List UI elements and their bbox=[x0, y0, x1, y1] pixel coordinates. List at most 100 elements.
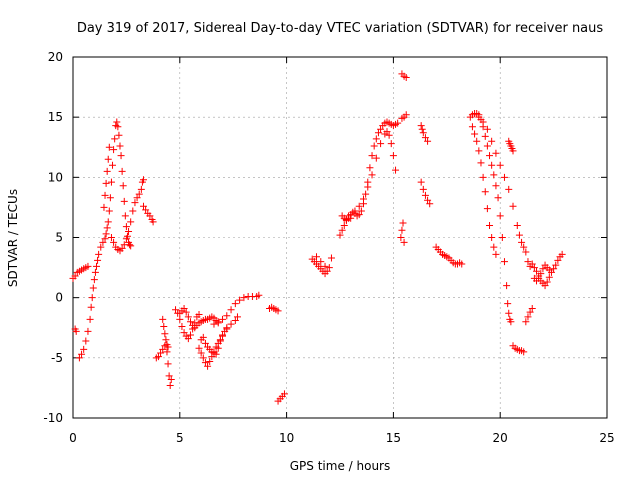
data-point bbox=[364, 183, 372, 191]
data-series bbox=[195, 324, 231, 370]
data-point bbox=[336, 231, 344, 239]
data-point bbox=[105, 207, 113, 215]
data-point bbox=[541, 282, 549, 290]
data-point bbox=[498, 234, 506, 241]
data-point bbox=[139, 202, 147, 210]
data-point bbox=[159, 345, 167, 353]
data-point bbox=[317, 258, 325, 266]
data-point bbox=[107, 178, 115, 186]
data-point bbox=[357, 207, 365, 215]
data-point bbox=[162, 336, 170, 344]
data-point bbox=[418, 125, 426, 133]
data-point bbox=[366, 164, 374, 172]
data-point bbox=[97, 243, 105, 251]
data-point bbox=[400, 238, 408, 246]
data-point bbox=[135, 190, 143, 198]
x-tick-label: 0 bbox=[69, 431, 77, 445]
data-point bbox=[530, 264, 538, 272]
data-point bbox=[119, 182, 127, 190]
data-series bbox=[197, 332, 227, 358]
x-tick-label: 10 bbox=[279, 431, 294, 445]
data-point bbox=[115, 131, 123, 139]
data-point bbox=[402, 111, 410, 119]
data-point bbox=[483, 142, 491, 150]
data-point bbox=[421, 134, 429, 142]
data-point bbox=[528, 304, 536, 312]
data-point bbox=[468, 123, 476, 131]
data-point bbox=[370, 142, 378, 150]
data-point bbox=[325, 264, 333, 272]
data-point bbox=[166, 382, 174, 390]
data-point bbox=[481, 132, 489, 140]
data-point bbox=[524, 258, 532, 266]
data-point bbox=[107, 234, 115, 241]
data-series bbox=[398, 111, 410, 122]
data-point bbox=[118, 167, 126, 175]
data-point bbox=[160, 323, 168, 331]
data-point bbox=[419, 129, 427, 137]
data-point bbox=[483, 125, 491, 133]
data-point bbox=[236, 296, 244, 304]
data-point bbox=[492, 250, 500, 258]
data-point bbox=[131, 199, 139, 207]
data-point bbox=[94, 256, 102, 264]
data-point bbox=[526, 308, 534, 316]
y-axis-label: SDTVAR / TECUs bbox=[6, 189, 20, 287]
axis-ticks: 0 5 10 15 20 25 -10 -5 0 5 10 15 20 bbox=[43, 50, 614, 445]
data-point bbox=[504, 300, 512, 308]
data-series bbox=[397, 219, 408, 246]
data-series bbox=[475, 113, 532, 266]
data-point bbox=[355, 202, 363, 210]
data-point bbox=[490, 171, 498, 179]
data-point bbox=[488, 161, 496, 169]
data-series bbox=[172, 306, 203, 343]
data-point bbox=[539, 265, 547, 273]
data-point bbox=[186, 318, 194, 326]
data-point bbox=[231, 317, 239, 325]
data-point bbox=[492, 149, 500, 157]
data-point bbox=[397, 234, 405, 241]
data-point bbox=[509, 202, 517, 210]
data-point bbox=[223, 325, 231, 333]
data-point bbox=[227, 320, 235, 328]
data-series bbox=[274, 390, 288, 405]
data-point bbox=[84, 327, 92, 335]
data-point bbox=[176, 315, 184, 323]
data-point bbox=[139, 176, 147, 184]
data-point bbox=[477, 159, 485, 167]
data-point bbox=[231, 300, 239, 308]
data-point bbox=[223, 312, 231, 320]
data-series bbox=[468, 123, 500, 258]
data-point bbox=[507, 318, 515, 326]
data-point bbox=[368, 171, 376, 179]
data-point bbox=[426, 200, 434, 208]
data-point bbox=[104, 218, 112, 226]
data-point bbox=[402, 73, 410, 81]
data-series bbox=[159, 315, 172, 351]
data-series bbox=[313, 253, 329, 270]
data-point bbox=[204, 362, 212, 370]
data-series bbox=[176, 304, 222, 332]
data-point bbox=[383, 128, 391, 136]
data-point bbox=[182, 308, 190, 316]
data-point bbox=[500, 173, 508, 181]
y-tick-label: -10 bbox=[43, 411, 63, 425]
data-point bbox=[362, 190, 370, 198]
data-series bbox=[505, 137, 517, 155]
data-point bbox=[117, 152, 125, 160]
data-point bbox=[142, 206, 150, 214]
data-series bbox=[223, 313, 241, 333]
data-point bbox=[111, 135, 119, 143]
data-point bbox=[214, 318, 222, 326]
data-point bbox=[554, 256, 562, 264]
data-point bbox=[157, 349, 165, 357]
data-point bbox=[172, 306, 180, 314]
x-axis-label: GPS time / hours bbox=[290, 459, 391, 473]
data-point bbox=[479, 118, 487, 126]
data-point bbox=[500, 258, 508, 266]
data-series bbox=[417, 122, 432, 145]
data-point bbox=[127, 242, 135, 250]
data-series bbox=[509, 342, 528, 356]
data-point bbox=[496, 212, 504, 220]
